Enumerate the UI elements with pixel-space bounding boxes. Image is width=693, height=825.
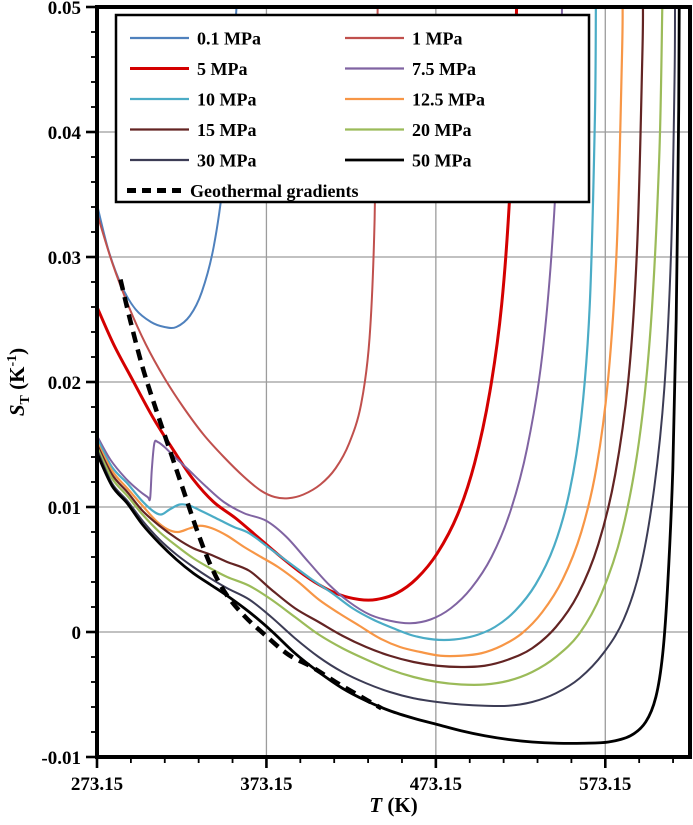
x-tick-label: 373.15 — [240, 774, 292, 795]
x-tick-label: 573.15 — [579, 774, 631, 795]
series-50-mpa — [97, 7, 681, 745]
legend-label-50-mpa: 50 MPa — [412, 151, 471, 171]
legend-label-15-mpa: 15 MPa — [197, 120, 256, 140]
legend-label-10-mpa: 10 MPa — [197, 90, 256, 110]
series-15-mpa — [97, 7, 645, 669]
series-1-mpa — [97, 7, 379, 500]
legend-label-7-5-mpa: 7.5 MPa — [412, 59, 476, 79]
series-12-5-mpa — [97, 7, 624, 658]
y-tick-label: 0.02 — [48, 373, 81, 394]
series-10-mpa — [97, 7, 597, 642]
legend-label-30-mpa: 30 MPa — [197, 151, 256, 171]
series-30-mpa — [97, 7, 677, 708]
x-tick-label: 273.15 — [71, 774, 123, 795]
legend-label-geothermal-gradients: Geothermal gradients — [190, 181, 358, 201]
y-tick-label: 0.05 — [48, 0, 81, 19]
legend-label-20-mpa: 20 MPa — [412, 120, 471, 140]
y-axis-title: ST (K-1) — [5, 348, 33, 416]
y-tick-label: -0.01 — [41, 748, 81, 769]
series-geothermal-gradients — [118, 278, 383, 711]
legend-label-12-5-mpa: 12.5 MPa — [412, 90, 485, 110]
legend-label-0-1-mpa: 0.1 MPa — [197, 29, 261, 49]
y-tick-label: 0.04 — [48, 123, 82, 144]
y-tick-label: 0 — [72, 623, 82, 644]
legend-box — [114, 13, 591, 204]
legend-label-1-mpa: 1 MPa — [412, 29, 462, 49]
legend-label-5-mpa: 5 MPa — [197, 59, 247, 79]
x-axis-title: T (K) — [369, 793, 417, 817]
y-tick-label: 0.01 — [48, 498, 81, 519]
x-tick-label: 473.15 — [410, 774, 462, 795]
series-20-mpa — [97, 7, 664, 686]
series-5-mpa — [97, 7, 519, 602]
y-tick-label: 0.03 — [48, 248, 81, 269]
series-7-5-mpa — [97, 7, 563, 625]
